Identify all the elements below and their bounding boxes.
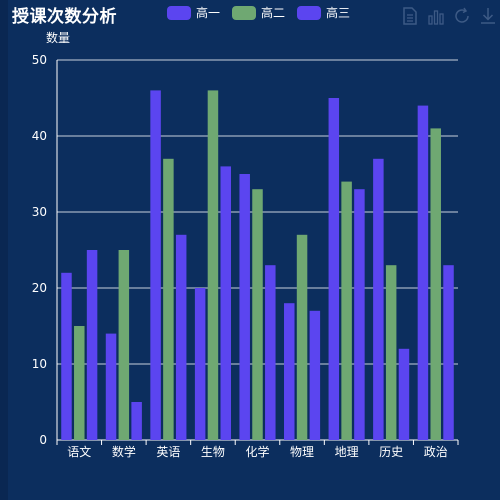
y-tick-label: 40 <box>32 129 47 143</box>
x-tick-label: 政治 <box>424 445 448 459</box>
bar-series-0-category-3[interactable] <box>194 288 206 440</box>
x-tick-label: 语文 <box>67 444 91 459</box>
x-tick-label: 历史 <box>379 445 403 459</box>
y-axis-label: 数量 <box>46 30 70 45</box>
x-tick-label: 地理 <box>335 445 359 459</box>
y-tick-label: 0 <box>39 433 47 447</box>
restore-icon[interactable] <box>452 6 472 26</box>
legend-item-series-1[interactable]: 高二 <box>232 4 285 21</box>
toolbox <box>400 6 498 26</box>
y-tick-label: 30 <box>32 205 47 219</box>
legend-swatch-series-1 <box>232 5 257 20</box>
download-icon[interactable] <box>478 6 498 26</box>
legend: 高一 高二 高三 <box>167 4 350 21</box>
bar-series-2-category-4[interactable] <box>265 265 276 440</box>
bar-series-0-category-5[interactable] <box>284 303 295 440</box>
legend-label-series-2: 高三 <box>326 6 351 20</box>
legend-label-series-1: 高二 <box>261 6 286 20</box>
data-view-icon[interactable] <box>400 6 420 26</box>
legend-swatch-series-0 <box>167 5 191 20</box>
legend-item-series-2[interactable]: 高三 <box>297 4 350 21</box>
x-tick-label: 英语 <box>156 445 180 459</box>
bar-series-2-category-7[interactable] <box>398 348 410 440</box>
y-tick-label: 20 <box>32 281 47 295</box>
legend-item-series-0[interactable]: 高一 <box>167 4 220 21</box>
bar-series-2-category-3[interactable] <box>220 166 231 440</box>
bar-series-2-category-8[interactable] <box>443 265 454 440</box>
bar-series-2-category-6[interactable] <box>354 189 365 440</box>
bar-series-2-category-2[interactable] <box>175 234 187 440</box>
x-tick-label: 化学 <box>245 444 269 459</box>
bar-series-1-category-8[interactable] <box>430 128 441 440</box>
chart-title: 授课次数分析 <box>12 7 117 27</box>
bar-series-0-category-7[interactable] <box>373 158 384 441</box>
bar-series-1-category-3[interactable] <box>207 90 219 441</box>
bar-series-1-category-0[interactable] <box>74 326 85 440</box>
y-tick-label: 50 <box>32 53 47 67</box>
x-tick-label: 物理 <box>290 445 314 459</box>
bar-series-1-category-4[interactable] <box>252 189 263 440</box>
bar-series-2-category-5[interactable] <box>309 310 321 440</box>
bar-series-0-category-8[interactable] <box>417 105 429 440</box>
left-edge-strip <box>0 0 8 500</box>
bar-series-1-category-2[interactable] <box>163 158 174 441</box>
legend-label-series-0: 高一 <box>196 6 221 20</box>
x-tick-label: 生物 <box>201 445 225 459</box>
x-tick-label: 数学 <box>112 444 136 459</box>
y-tick-label: 10 <box>32 357 47 371</box>
bar-series-1-category-7[interactable] <box>385 265 397 440</box>
bar-series-0-category-1[interactable] <box>105 333 117 440</box>
bar-series-0-category-2[interactable] <box>150 90 161 441</box>
bar-series-0-category-6[interactable] <box>328 98 340 440</box>
bar-series-1-category-1[interactable] <box>118 250 130 440</box>
bar-series-0-category-0[interactable] <box>61 272 72 440</box>
bar-series-0-category-4[interactable] <box>239 174 250 440</box>
bar-series-1-category-5[interactable] <box>296 234 308 440</box>
bar-series-2-category-0[interactable] <box>86 250 98 440</box>
bar-series-1-category-6[interactable] <box>341 181 352 440</box>
bar-chart-icon[interactable] <box>426 6 446 26</box>
legend-swatch-series-2 <box>297 5 322 20</box>
bar-series-2-category-1[interactable] <box>131 402 142 440</box>
